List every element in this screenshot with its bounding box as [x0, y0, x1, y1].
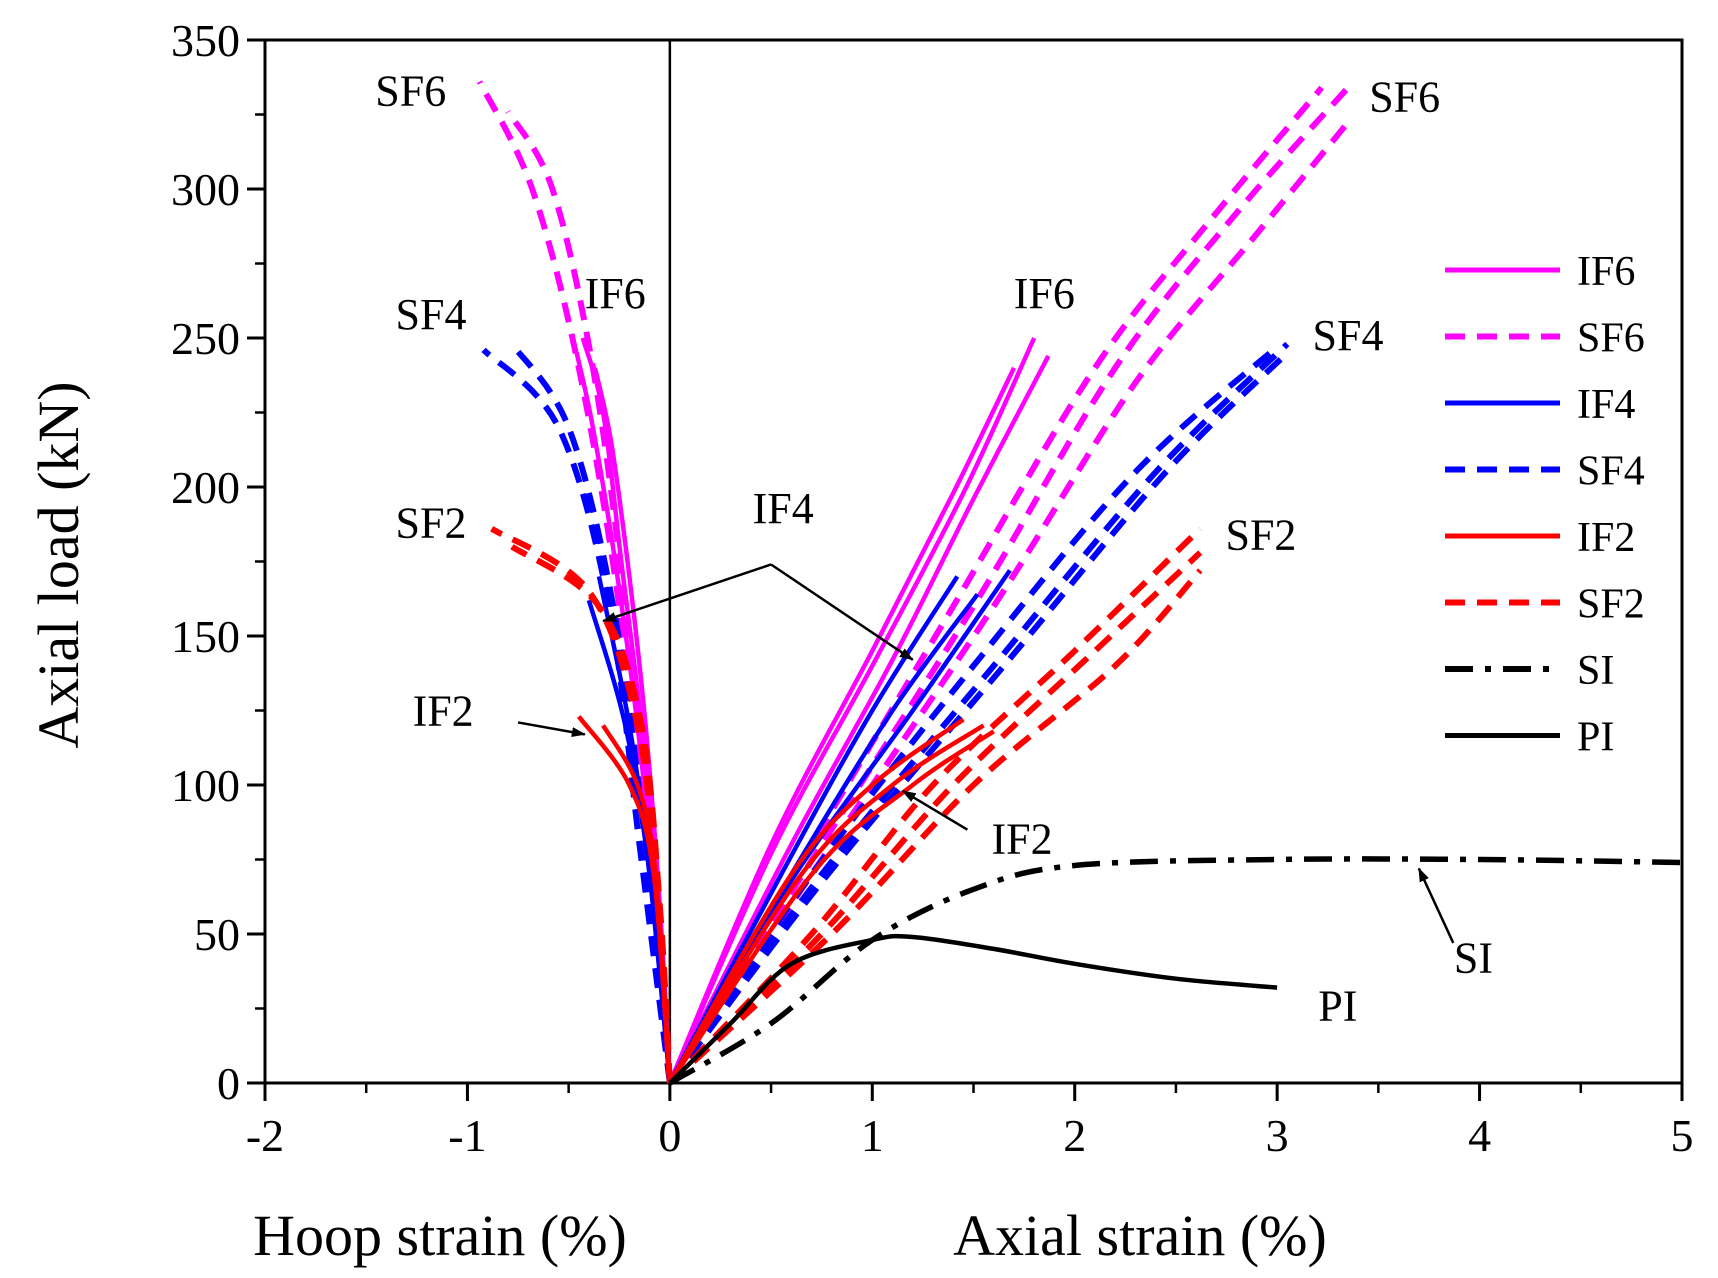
legend-label-sf2: SF2	[1577, 582, 1645, 628]
y-tick-label: 300	[171, 164, 240, 215]
annotation-label-sf2: SF2	[1225, 511, 1296, 560]
x-tick-label: 5	[1671, 1110, 1694, 1161]
annotation-label-sf4: SF4	[1313, 311, 1384, 360]
annotation-label-sf6: SF6	[375, 67, 446, 116]
y-axis-title: Axial load (kN)	[26, 381, 91, 748]
annotation-label-si: SI	[1454, 934, 1493, 983]
annotation-label-if4: IF4	[753, 484, 814, 533]
annotation-arrow	[770, 563, 914, 661]
annotation-arrow	[517, 721, 586, 737]
y-tick-label: 200	[171, 462, 240, 513]
x-tick-label: 1	[861, 1110, 884, 1161]
series-sf6-curve-2	[667, 85, 1351, 1085]
annotation-label-if2: IF2	[413, 686, 474, 735]
y-tick-label: 250	[171, 313, 240, 364]
annotation-label-if6: IF6	[585, 269, 646, 318]
data-curves	[476, 80, 1683, 1086]
y-tick-label: 150	[171, 611, 240, 662]
series-pi-curve-1	[668, 933, 1278, 1085]
x-tick-label: 0	[658, 1110, 681, 1161]
series-sf6-curve-1	[667, 85, 1324, 1085]
series-if6-curve-3	[667, 354, 1051, 1085]
annotation-arrows	[517, 563, 1455, 944]
plot-border	[263, 38, 1684, 1085]
series-sf2-curve-2	[667, 550, 1203, 1086]
series-si-curve-1	[668, 856, 1683, 1086]
annotation-arrow	[1417, 867, 1455, 944]
plot-frame	[263, 38, 1684, 1085]
series-sf4-curve-2	[667, 341, 1290, 1085]
annotation-label-sf2: SF2	[396, 499, 467, 548]
y-tick-label: 50	[194, 909, 240, 960]
series-sf2-curve-3	[667, 568, 1203, 1086]
series-if4-curve-1	[667, 575, 960, 1085]
annotation-label-sf4: SF4	[396, 290, 467, 339]
x-tick-label: 4	[1468, 1110, 1491, 1161]
x-tick-label: 3	[1266, 1110, 1289, 1161]
annotations: SF6 IF6 SF4 SF2 IF4 IF2 IF6 SF6 SF4 SF2 IF2 SI PI	[375, 67, 1493, 1031]
legend-label-sf4: SF4	[1577, 449, 1645, 495]
annotation-label-if6: IF6	[1014, 269, 1075, 318]
x-tick-label: 2	[1063, 1110, 1086, 1161]
annotation-label-pi: PI	[1318, 981, 1357, 1030]
legend-label-si: SI	[1577, 648, 1614, 694]
series-sf6-curve-4	[476, 80, 673, 1084]
legend: IF6 SF6 IF4 SF4 IF2 SF2 SI PI	[1445, 249, 1645, 761]
legend-label-sf6: SF6	[1577, 316, 1645, 362]
y-tick-label: 100	[171, 760, 240, 811]
x-axis-title-hoop: Hoop strain (%)	[253, 1203, 627, 1268]
series-if6-curve-2	[667, 337, 1037, 1084]
series-sf6-curve-5	[505, 109, 673, 1084]
series-if2-curve-2	[667, 723, 985, 1085]
annotation-arrow	[901, 789, 969, 831]
series-sf4-curve-3	[667, 350, 1290, 1085]
annotation-label-sf6: SF6	[1369, 73, 1440, 122]
annotation-arrow	[602, 563, 772, 623]
x-axis-title-axial: Axial strain (%)	[953, 1203, 1327, 1268]
series-sf4-curve-4	[481, 347, 673, 1084]
x-tick-label: -1	[448, 1110, 486, 1161]
series-sf2-curve-1	[667, 526, 1203, 1086]
y-tick-label: 350	[171, 15, 240, 66]
series-sf4-curve-5	[509, 342, 673, 1084]
legend-label-if4: IF4	[1577, 382, 1635, 428]
series-if2-curve-3	[668, 729, 995, 1085]
x-tick-label: -2	[246, 1110, 284, 1161]
series-sf2-curve-5	[510, 544, 673, 1084]
legend-label-if2: IF2	[1577, 515, 1635, 561]
y-tick-label: 0	[217, 1058, 240, 1109]
legend-label-pi: PI	[1577, 715, 1614, 761]
annotation-label-if2: IF2	[992, 815, 1053, 864]
series-if2-curve-1	[667, 717, 965, 1085]
series-sf4-curve-1	[667, 344, 1280, 1085]
legend-label-if6: IF6	[1577, 249, 1635, 295]
